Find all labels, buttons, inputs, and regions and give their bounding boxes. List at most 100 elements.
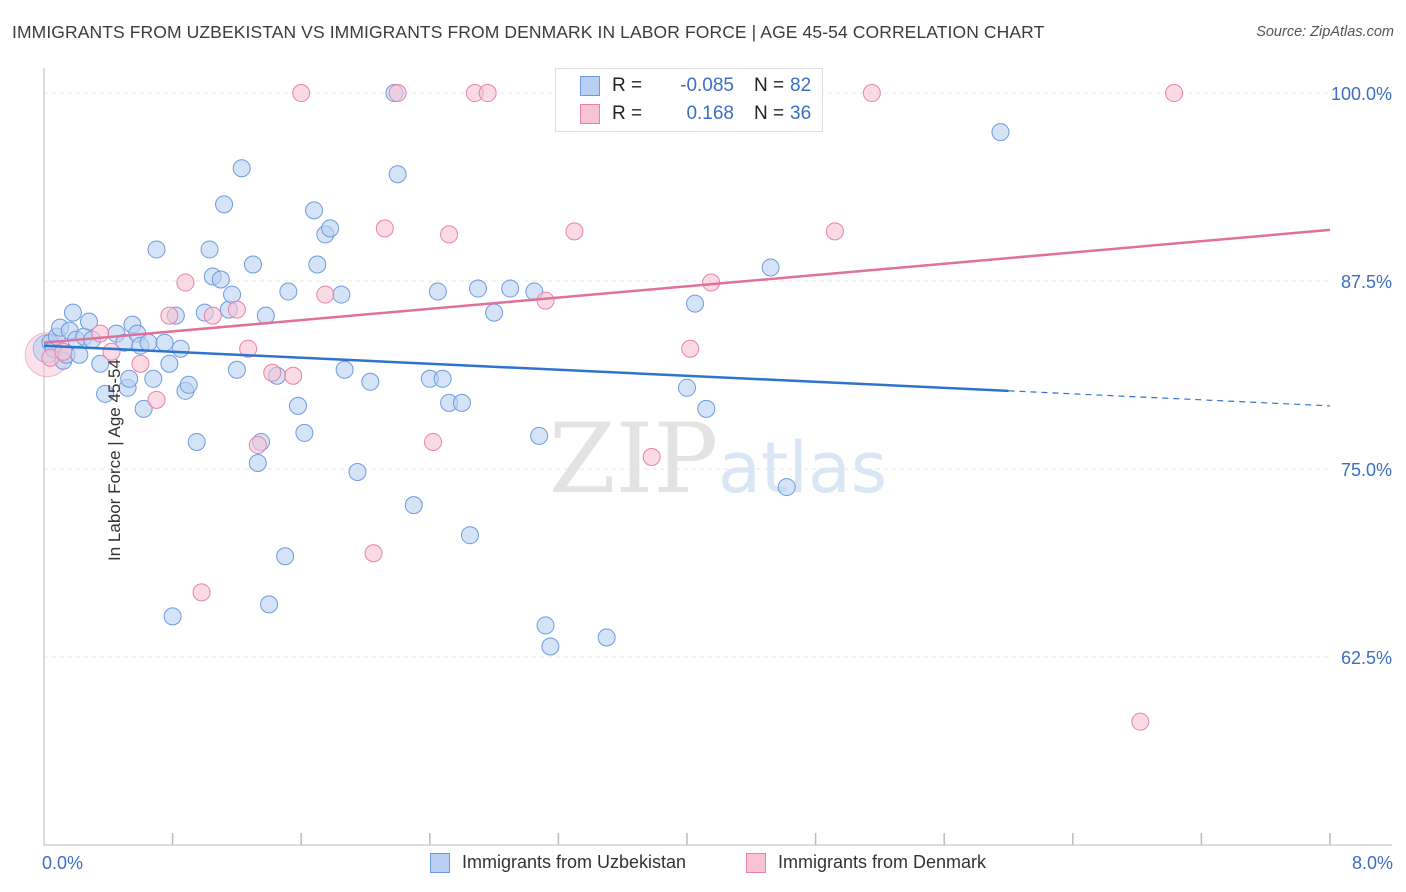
denmark-point — [440, 225, 459, 244]
series-legend: Immigrants from Uzbekistan Immigrants fr… — [0, 852, 1406, 878]
denmark-point — [388, 84, 407, 103]
r-value-uzbekistan: -0.085 — [680, 75, 734, 96]
legend-row-uzbekistan: R = -0.085 N = 82 — [580, 74, 811, 98]
n-value-uzbekistan: 82 — [790, 75, 812, 96]
denmark-point — [292, 84, 311, 103]
uzbekistan-point — [597, 628, 616, 647]
denmark-point — [263, 363, 282, 382]
legend-item-denmark[interactable]: Immigrants from Denmark — [746, 852, 986, 873]
uzbekistan-point — [171, 339, 190, 358]
denmark-point — [316, 285, 335, 304]
chart-title: IMMIGRANTS FROM UZBEKISTAN VS IMMIGRANTS… — [12, 22, 1045, 42]
denmark-point — [227, 300, 246, 319]
x-tick-label-max: 8.0% — [1352, 853, 1393, 873]
uzbekistan-point — [147, 240, 166, 259]
denmark-point — [239, 339, 258, 358]
uzbekistan-point — [63, 303, 82, 322]
uzbekistan-point — [187, 432, 206, 451]
r-label: R = — [612, 103, 643, 124]
denmark-swatch — [580, 104, 600, 124]
uzbekistan-point — [388, 165, 407, 184]
uzbekistan-point — [288, 396, 307, 415]
uzbekistan-point — [428, 282, 447, 301]
uzbekistan-point — [460, 526, 479, 545]
uzbekistan-point — [91, 354, 110, 373]
denmark-legend-swatch — [746, 852, 766, 873]
uzbekistan-point — [134, 399, 153, 418]
denmark-point — [192, 583, 211, 602]
uzbekistan-point — [530, 426, 549, 445]
denmark-point — [565, 222, 584, 241]
uzbekistan-point — [200, 240, 219, 259]
r-label: R = — [612, 75, 643, 96]
uzbekistan-point — [144, 369, 163, 388]
uzbekistan-trendline — [43, 344, 1009, 393]
uzbekistan-point — [179, 375, 198, 394]
denmark-point — [478, 84, 497, 103]
uzbekistan-trendline-extrapolated — [1008, 390, 1331, 407]
denmark-point — [248, 435, 267, 454]
denmark-trendline — [43, 228, 1331, 344]
source-label: Source: ZipAtlas.com — [1256, 24, 1394, 40]
r-value-denmark: 0.168 — [681, 103, 734, 124]
correlation-legend: R = -0.085 N = 82 R = 0.168 N = 36 — [555, 68, 823, 132]
denmark-point — [203, 306, 222, 325]
uzbekistan-point — [761, 258, 780, 277]
legend-label-uzbekistan: Immigrants from Uzbekistan — [462, 852, 687, 872]
y-axis-label: In Labor Force | Age 45-54 — [104, 359, 124, 561]
uzbekistan-point — [678, 378, 696, 397]
uzbekistan-point — [243, 255, 262, 274]
uzbekistan-point — [321, 219, 340, 238]
uzbekistan-point — [155, 333, 174, 352]
denmark-point — [102, 342, 121, 361]
uzbekistan-point — [541, 637, 560, 656]
uzbekistan-point — [536, 616, 555, 635]
uzbekistan-point — [276, 547, 295, 566]
denmark-point — [862, 84, 881, 103]
legend-item-uzbekistan[interactable]: Immigrants from Uzbekistan — [430, 852, 686, 873]
denmark-point — [1165, 84, 1184, 103]
uzbekistan-point — [335, 360, 354, 379]
legend-label-denmark: Immigrants from Denmark — [778, 852, 987, 872]
uzbekistan-point — [223, 285, 242, 304]
uzbekistan-point — [686, 294, 705, 313]
denmark-point — [424, 432, 443, 451]
uzbekistan-point — [260, 595, 279, 614]
uzbekistan-point — [160, 354, 179, 373]
denmark-point — [825, 222, 844, 241]
legend-row-denmark: R = 0.168 N = 36 — [580, 102, 811, 126]
watermark: ZIPatlas — [549, 403, 887, 515]
uzbekistan-point — [361, 372, 380, 391]
uzbekistan-point — [215, 195, 234, 214]
denmark-point — [176, 273, 195, 292]
n-value-denmark: 36 — [790, 103, 812, 124]
uzbekistan-swatch — [580, 76, 600, 96]
uzbekistan-point — [469, 279, 488, 298]
uzbekistan-point — [452, 393, 471, 412]
denmark-point — [131, 354, 150, 373]
uzbekistan-point — [232, 159, 251, 178]
denmark-point — [160, 306, 179, 325]
denmark-point — [364, 544, 383, 563]
denmark-point — [536, 291, 555, 310]
uzbekistan-point — [248, 454, 267, 473]
uzbekistan-point — [697, 399, 716, 418]
y-tick-label: 87.5% — [1341, 272, 1392, 292]
n-label: N = — [754, 103, 785, 124]
denmark-point — [147, 390, 166, 409]
uzbekistan-point — [348, 463, 367, 482]
uzbekistan-point — [279, 282, 298, 301]
uzbekistan-legend-swatch — [430, 852, 450, 873]
uzbekistan-point — [332, 285, 351, 304]
denmark-point — [642, 447, 661, 466]
uzbekistan-point — [404, 496, 423, 515]
denmark-point — [375, 219, 394, 238]
uzbekistan-point — [163, 607, 182, 626]
uzbekistan-point — [139, 333, 158, 352]
n-label: N = — [754, 75, 785, 96]
uzbekistan-point — [96, 384, 115, 403]
uzbekistan-point — [80, 312, 99, 331]
uzbekistan-point — [211, 270, 230, 289]
denmark-point — [284, 366, 303, 385]
